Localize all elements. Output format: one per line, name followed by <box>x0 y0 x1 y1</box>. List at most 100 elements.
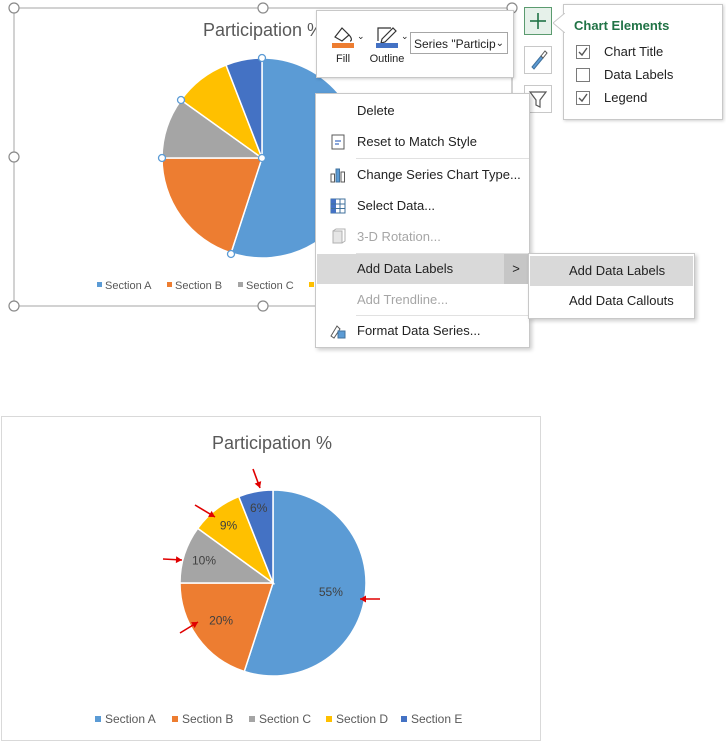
legend-label-b: Section B <box>175 280 222 292</box>
menu-item-label: Select Data... <box>357 198 436 213</box>
submenu-item-label: Add Data Labels <box>569 263 666 278</box>
menu-item-label: 3-D Rotation... <box>357 229 441 244</box>
fill-dropdown-chevron-icon[interactable]: ⌄ <box>357 31 365 41</box>
legend-swatch-section-b <box>172 716 178 722</box>
resize-handle-bottom <box>257 300 269 312</box>
menu-item-label: Add Data Labels <box>357 261 454 276</box>
menu-item-format-data-series[interactable]: Format Data Series... <box>317 316 528 346</box>
menu-item-3d-rotation: 3-D Rotation... <box>317 222 528 252</box>
select-data-icon <box>330 198 346 214</box>
legend-label-section-d: Section D <box>336 712 388 726</box>
chart-title-checkbox[interactable] <box>576 45 590 59</box>
legend-swatch-section-e <box>401 716 407 722</box>
legend-swatch-section-d <box>326 716 332 722</box>
outline-button[interactable]: ⌄ Outline <box>363 17 411 73</box>
chevron-down-icon: ⌄ <box>495 38 504 49</box>
result-chart-svg: Participation % 55% 20% 10% 9% 6% Section A S… <box>95 433 462 726</box>
series-selector-dropdown[interactable]: Series "Particip ⌄ <box>410 32 508 54</box>
checkmark-icon <box>578 47 588 57</box>
result-pie[interactable] <box>179 489 367 677</box>
menu-item-label: Reset to Match Style <box>357 134 477 149</box>
series-selector-value: Series "Particip <box>414 37 496 51</box>
pen-outline-icon <box>376 27 398 48</box>
legend-swatch-b <box>167 282 172 287</box>
checkmark-icon <box>578 93 588 103</box>
bar-chart-icon <box>330 168 345 183</box>
resize-handles[interactable] <box>8 2 518 312</box>
menu-item-label: Format Data Series... <box>357 323 481 338</box>
resize-handle-bottom-left <box>8 300 20 312</box>
resize-handle-left <box>8 151 20 163</box>
menu-item-select-data[interactable]: Select Data... <box>317 191 528 221</box>
fill-button[interactable]: ⌄ Fill <box>319 17 367 73</box>
pie-slice-section-e[interactable] <box>237 489 274 584</box>
data-label-section-d: 9% <box>220 519 238 533</box>
legend-option-label: Legend <box>604 90 648 105</box>
legend-label-section-e: Section E <box>411 712 462 726</box>
data-label-section-a: 55% <box>319 585 343 599</box>
data-labels-option-label: Data Labels <box>604 67 674 82</box>
top-chart-legend: Section A Section B Section C <box>97 280 314 292</box>
add-data-labels-submenu: Add Data Labels Add Data Callouts <box>528 253 695 319</box>
series-point-handles <box>157 53 267 259</box>
menu-item-label: Change Series Chart Type... <box>357 167 521 182</box>
legend-label-c: Section C <box>246 280 294 292</box>
legend-swatch-c <box>238 282 243 287</box>
annotation-arrow-5 <box>252 468 262 489</box>
flyout-title: Chart Elements <box>574 18 670 33</box>
fill-label: Fill <box>335 53 351 65</box>
format-series-icon <box>330 325 346 339</box>
context-menu: Delete Reset to Match Style Change Serie… <box>315 93 530 348</box>
annotation-arrow-4 <box>194 504 216 518</box>
result-chart[interactable]: Participation % 55% 20% 10% 9% 6% Section A S… <box>1 416 541 741</box>
chevron-right-icon: > <box>504 254 528 284</box>
annotation-arrows <box>162 468 380 634</box>
chart-styles-button[interactable] <box>524 46 552 74</box>
menu-separator <box>356 158 529 159</box>
menu-item-add-trendline: Add Trendline... <box>317 285 528 315</box>
outline-label: Outline <box>369 53 405 65</box>
data-label-section-c: 10% <box>192 554 216 568</box>
brush-icon <box>531 50 548 70</box>
data-label-section-b: 20% <box>209 614 233 628</box>
top-pie-slice-section-b <box>161 157 264 254</box>
submenu-item-label: Add Data Callouts <box>569 293 674 308</box>
legend-swatch-section-c <box>249 716 255 722</box>
legend-swatch-section-a <box>95 716 101 722</box>
outline-dropdown-chevron-icon[interactable]: ⌄ <box>401 31 409 41</box>
legend-swatch-d <box>309 282 314 287</box>
submenu-item-add-data-callouts[interactable]: Add Data Callouts <box>530 286 693 316</box>
resize-handle-top <box>257 2 269 14</box>
top-chart-title: Participation % <box>203 20 323 40</box>
result-data-labels: 55% 20% 10% 9% 6% <box>192 501 343 628</box>
menu-item-reset-style[interactable]: Reset to Match Style <box>317 127 528 157</box>
chart-elements-button[interactable] <box>524 7 552 35</box>
submenu-item-add-data-labels[interactable]: Add Data Labels <box>530 256 693 286</box>
menu-item-delete[interactable]: Delete <box>317 96 528 126</box>
funnel-icon <box>528 91 548 108</box>
menu-separator <box>356 253 529 254</box>
cube-icon <box>332 228 346 244</box>
legend-label-section-c: Section C <box>259 712 311 726</box>
pie-slice-section-b[interactable] <box>179 582 275 673</box>
chart-elements-flyout: Chart Elements Chart Title Data Labels L… <box>553 4 723 120</box>
data-labels-checkbox[interactable] <box>576 68 590 82</box>
legend-swatch-a <box>97 282 102 287</box>
legend-checkbox[interactable] <box>576 91 590 105</box>
chart-title-option-label: Chart Title <box>604 44 664 59</box>
resize-handle-top-left <box>8 2 20 14</box>
annotation-arrow-3 <box>162 556 183 564</box>
legend-label-section-a: Section A <box>105 712 156 726</box>
plus-icon <box>530 13 546 29</box>
annotation-arrow-2 <box>179 621 199 634</box>
legend-label-a: Section A <box>105 280 152 292</box>
paint-bucket-icon <box>332 27 354 48</box>
format-mini-toolbar: ⌄ Fill ⌄ Outline Series "Particip ⌄ <box>316 10 514 78</box>
data-label-section-e: 6% <box>250 501 268 515</box>
menu-item-change-chart-type[interactable]: Change Series Chart Type... <box>317 160 528 190</box>
result-chart-title: Participation % <box>212 433 332 453</box>
annotation-arrow-1 <box>360 595 380 603</box>
flyout-pointer <box>553 13 565 33</box>
result-chart-legend: Section A Section B Section C Section D Sect… <box>95 712 462 726</box>
menu-item-add-data-labels[interactable]: Add Data Labels > <box>317 254 528 284</box>
